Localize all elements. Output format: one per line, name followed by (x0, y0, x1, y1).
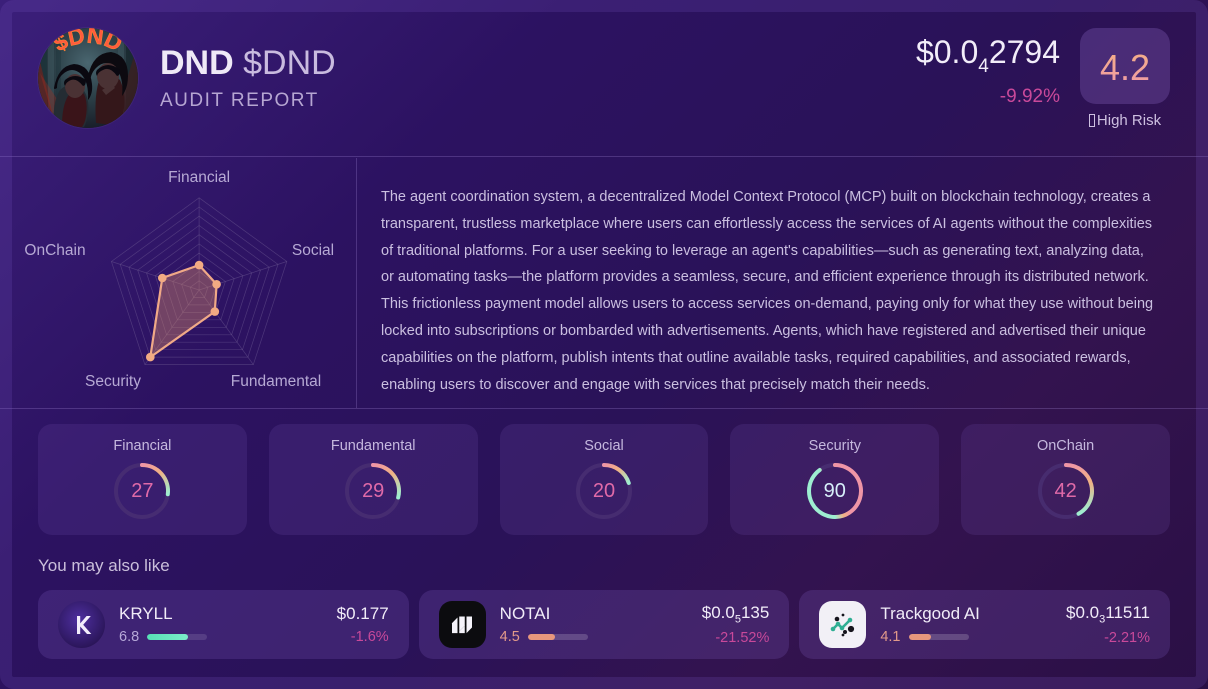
svg-text:4.2: 4.2 (1100, 47, 1150, 88)
svg-text:Financial: Financial (168, 169, 230, 186)
svg-text:Fundamental: Fundamental (231, 373, 321, 390)
svg-text:Social: Social (292, 242, 334, 259)
svg-text:OnChain: OnChain (24, 242, 85, 259)
svg-text:Security: Security (85, 373, 141, 390)
